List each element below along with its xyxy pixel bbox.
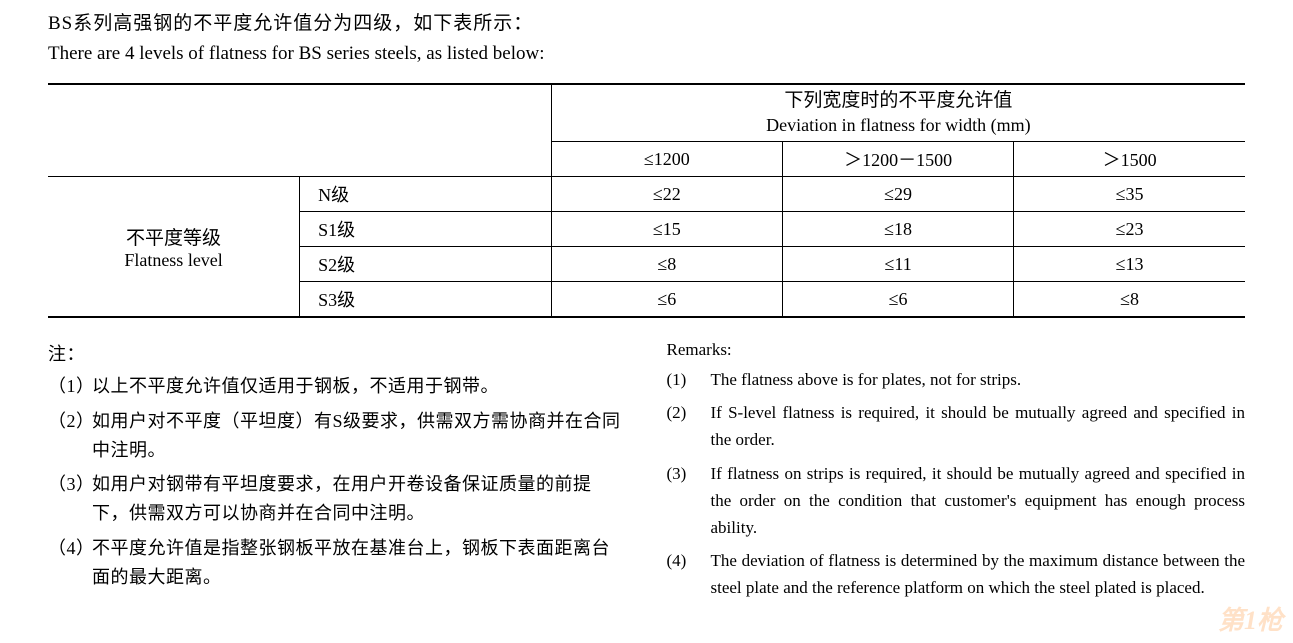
val-2-1: ≤11 [782,247,1013,282]
note-num: (3) [667,460,711,542]
note-en-1: (1) The flatness above is for plates, no… [667,366,1246,393]
val-3-2: ≤8 [1014,282,1245,318]
row-header-cn: 不平度等级 [58,223,289,250]
note-cn-2: （2） 如用户对不平度（平坦度）有S级要求，供需双方需协商并在合同中注明。 [48,407,627,465]
level-3: S3级 [300,282,552,318]
note-en-3: (3) If flatness on strips is required, i… [667,460,1246,542]
level-1: S1级 [300,212,552,247]
note-text: If flatness on strips is required, it sh… [711,460,1246,542]
val-1-2: ≤23 [1014,212,1245,247]
notes-cn: 注： （1） 以上不平度允许值仅适用于钢板，不适用于钢带。 （2） 如用户对不平… [48,340,627,608]
flatness-table: 下列宽度时的不平度允许值 Deviation in flatness for w… [48,83,1245,318]
row-header: 不平度等级 Flatness level [48,177,300,318]
val-1-0: ≤15 [551,212,782,247]
note-num: （2） [48,407,92,465]
width-col-2: ＞1500 [1014,142,1245,177]
val-2-0: ≤8 [551,247,782,282]
group-header: 下列宽度时的不平度允许值 Deviation in flatness for w… [551,84,1245,142]
note-num: （4） [48,534,92,592]
notes-cn-title: 注： [48,340,627,366]
note-text: 如用户对不平度（平坦度）有S级要求，供需双方需协商并在合同中注明。 [92,407,627,465]
val-1-1: ≤18 [782,212,1013,247]
notes-en: Remarks: (1) The flatness above is for p… [667,340,1246,608]
group-header-en: Deviation in flatness for width (mm) [562,114,1235,137]
note-text: 不平度允许值是指整张钢板平放在基准台上，钢板下表面距离台面的最大距离。 [92,534,627,592]
note-num: (4) [667,547,711,601]
val-2-2: ≤13 [1014,247,1245,282]
note-text: 如用户对钢带有平坦度要求，在用户开卷设备保证质量的前提下，供需双方可以协商并在合… [92,470,627,528]
intro-cn: BS系列高强钢的不平度允许值分为四级，如下表所示： [48,8,1245,35]
note-cn-4: （4） 不平度允许值是指整张钢板平放在基准台上，钢板下表面距离台面的最大距离。 [48,534,627,592]
blank-header [48,84,551,177]
width-col-1: ＞1200－1500 [782,142,1013,177]
group-header-cn: 下列宽度时的不平度允许值 [562,89,1235,114]
note-num: (1) [667,366,711,393]
note-cn-3: （3） 如用户对钢带有平坦度要求，在用户开卷设备保证质量的前提下，供需双方可以协… [48,470,627,528]
note-en-2: (2) If S-level flatness is required, it … [667,399,1246,453]
val-0-2: ≤35 [1014,177,1245,212]
val-0-1: ≤29 [782,177,1013,212]
note-en-4: (4) The deviation of flatness is determi… [667,547,1246,601]
notes-en-title: Remarks: [667,340,1246,360]
note-num: (2) [667,399,711,453]
note-text: The deviation of flatness is determined … [711,547,1246,601]
notes-section: 注： （1） 以上不平度允许值仅适用于钢板，不适用于钢带。 （2） 如用户对不平… [48,340,1245,608]
level-2: S2级 [300,247,552,282]
level-0: N级 [300,177,552,212]
val-3-1: ≤6 [782,282,1013,318]
val-0-0: ≤22 [551,177,782,212]
note-text: If S-level flatness is required, it shou… [711,399,1246,453]
note-text: 以上不平度允许值仅适用于钢板，不适用于钢带。 [92,372,627,401]
row-header-en: Flatness level [58,250,289,271]
width-col-0: ≤1200 [551,142,782,177]
note-num: （3） [48,470,92,528]
note-text: The flatness above is for plates, not fo… [711,366,1246,393]
note-num: （1） [48,372,92,401]
intro-en: There are 4 levels of flatness for BS se… [48,43,1245,65]
val-3-0: ≤6 [551,282,782,318]
note-cn-1: （1） 以上不平度允许值仅适用于钢板，不适用于钢带。 [48,372,627,401]
